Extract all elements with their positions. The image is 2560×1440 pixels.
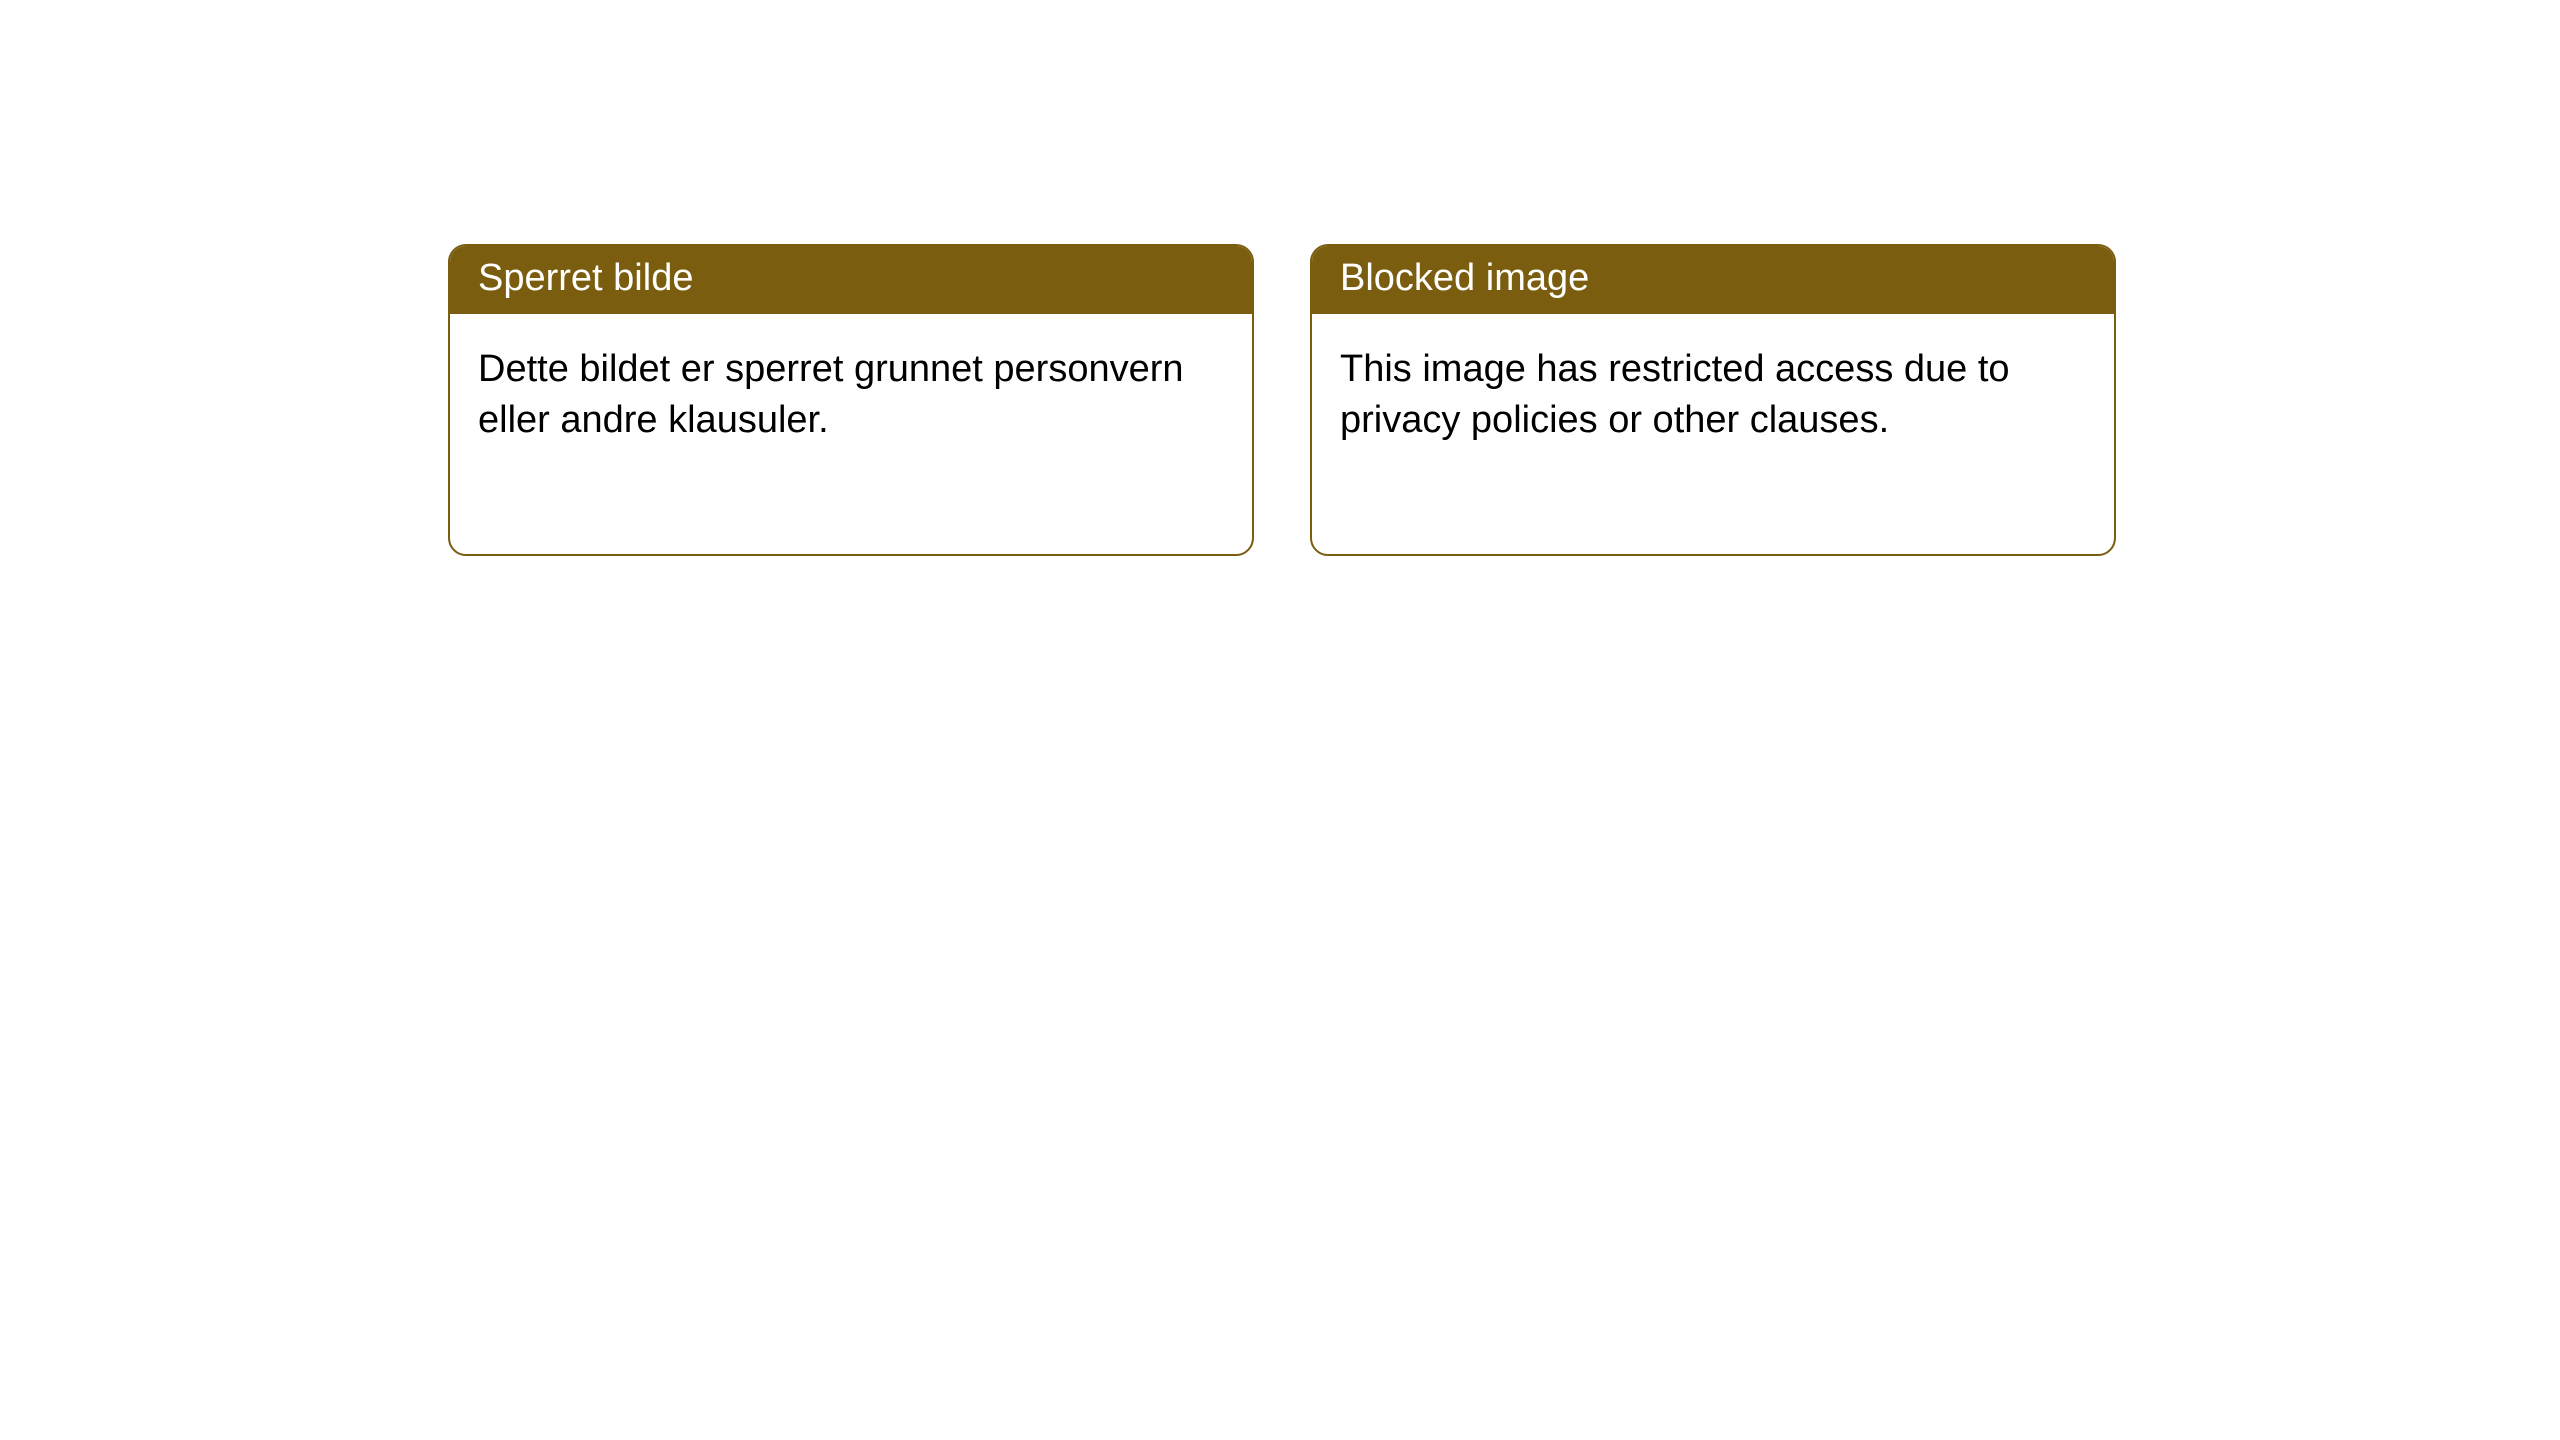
notice-container: Sperret bilde Dette bildet er sperret gr… [448, 244, 2116, 556]
notice-card-norwegian: Sperret bilde Dette bildet er sperret gr… [448, 244, 1254, 556]
notice-card-english: Blocked image This image has restricted … [1310, 244, 2116, 556]
notice-body-text: Dette bildet er sperret grunnet personve… [478, 348, 1184, 441]
notice-title: Blocked image [1340, 257, 1589, 299]
notice-body-text: This image has restricted access due to … [1340, 348, 2010, 441]
notice-title: Sperret bilde [478, 257, 693, 299]
notice-body: Dette bildet er sperret grunnet personve… [450, 314, 1252, 554]
notice-header: Sperret bilde [450, 246, 1252, 314]
notice-header: Blocked image [1312, 246, 2114, 314]
notice-body: This image has restricted access due to … [1312, 314, 2114, 554]
